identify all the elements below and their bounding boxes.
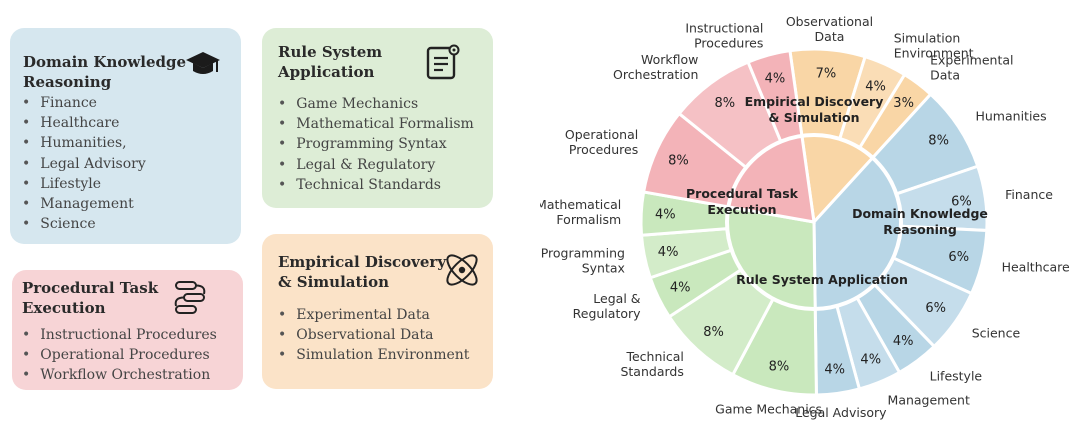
list-item: Humanities, (22, 133, 146, 153)
domain-knowledge-card: Domain Knowledge Reasoning FinanceHealth… (10, 28, 241, 244)
segment-percent: 4% (765, 71, 786, 86)
procedural-subcategory-list: Instructional ProceduresOperational Proc… (22, 325, 217, 386)
card-title: Rule System Application (278, 43, 383, 81)
segment-label: Procedures (694, 35, 763, 50)
segment-label: Programming (541, 245, 625, 260)
segment-percent: 8% (928, 133, 949, 148)
segment-percent: 8% (714, 96, 735, 111)
procedural-task-card: Procedural Task Execution Instructional … (12, 270, 243, 390)
segment-label: Healthcare (1002, 259, 1070, 274)
list-item: Science (22, 214, 146, 234)
domain-subcategory-list: FinanceHealthcareHumanities,Legal Adviso… (22, 93, 146, 234)
segment-label: Operational (565, 127, 638, 142)
segment-label: Experimental (930, 52, 1013, 67)
segment-label: Orchestration (613, 67, 698, 82)
category-label: Domain Knowledge (852, 206, 988, 221)
segment-label: Regulatory (573, 306, 641, 321)
card-title: Procedural Task Execution (22, 279, 159, 317)
list-item: Mathematical Formalism (278, 114, 474, 134)
segment-percent: 8% (769, 360, 790, 375)
segment-label: Instructional (685, 20, 763, 35)
list-item: Observational Data (278, 325, 469, 345)
segment-label: Data (930, 67, 960, 82)
segment-percent: 7% (816, 67, 837, 82)
category-label: Rule System Application (736, 272, 908, 287)
list-item: Lifestyle (22, 174, 146, 194)
segment-percent: 4% (658, 245, 679, 260)
segment-percent: 4% (824, 362, 845, 377)
segment-label: Legal & (593, 291, 640, 306)
list-item: Healthcare (22, 113, 146, 133)
card-title: Empirical Discovery & Simulation (278, 253, 447, 291)
category-label: Execution (707, 202, 776, 217)
segment-label: Management (888, 392, 970, 407)
segment-label: Mathematical (540, 197, 621, 212)
segment-label: Syntax (582, 260, 625, 275)
segment-percent: 4% (655, 208, 676, 223)
segment-percent: 3% (893, 96, 914, 111)
segment-label: Simulation (894, 31, 961, 46)
segment-label: Data (815, 29, 845, 44)
document-gear-icon (426, 44, 460, 80)
atom-icon (446, 254, 478, 286)
segment-label: Legal Advisory (795, 405, 887, 420)
empirical-subcategory-list: Experimental DataObservational DataSimul… (278, 305, 469, 366)
rule-system-card: Rule System Application Game MechanicsMa… (262, 28, 493, 208)
segment-percent: 4% (860, 353, 881, 368)
list-item: Technical Standards (278, 175, 474, 195)
segment-percent: 4% (893, 334, 914, 349)
graduation-cap-icon (186, 52, 220, 74)
segment-label: Environment (894, 46, 974, 61)
chart-labels: 7%ObservationalData4%SimulationEnvironme… (540, 14, 1070, 420)
segment-label: Observational (786, 14, 873, 29)
segment-percent: 4% (670, 280, 691, 295)
list-item: Game Mechanics (278, 94, 474, 114)
list-item: Management (22, 194, 146, 214)
list-item: Legal & Regulatory (278, 155, 474, 175)
card-title: Domain Knowledge Reasoning (23, 53, 187, 91)
segment-label: Game Mechanics (715, 402, 822, 417)
empirical-discovery-card: Empirical Discovery & Simulation Experim… (262, 234, 493, 389)
list-item: Legal Advisory (22, 154, 146, 174)
sunburst-chart: 7%ObservationalData4%SimulationEnvironme… (540, 14, 1070, 420)
segment-label: Science (972, 325, 1021, 340)
workflow-icon (174, 281, 206, 314)
category-label: Empirical Discovery (745, 94, 884, 109)
segment-label: Lifestyle (930, 369, 983, 384)
list-item: Programming Syntax (278, 134, 474, 154)
list-item: Simulation Environment (278, 345, 469, 365)
list-item: Operational Procedures (22, 345, 217, 365)
segment-label: Technical (625, 349, 683, 364)
segment-label: Procedures (569, 142, 638, 157)
segment-label: Formalism (556, 212, 621, 227)
segment-label: Workflow (641, 52, 698, 67)
category-label: Procedural Task (686, 186, 799, 201)
list-item: Instructional Procedures (22, 325, 217, 345)
segment-label: Humanities (975, 108, 1046, 123)
segment-percent: 6% (948, 250, 969, 265)
segment-label: Finance (1005, 187, 1053, 202)
category-label: & Simulation (769, 110, 860, 125)
segment-percent: 6% (925, 301, 946, 316)
ring-separator (725, 133, 903, 311)
rule-subcategory-list: Game MechanicsMathematical FormalismProg… (278, 94, 474, 195)
segment-percent: 4% (865, 79, 886, 94)
inner-ring (725, 133, 903, 311)
list-item: Workflow Orchestration (22, 365, 217, 385)
list-item: Experimental Data (278, 305, 469, 325)
list-item: Finance (22, 93, 146, 113)
category-label: Reasoning (883, 222, 957, 237)
segment-percent: 6% (951, 194, 972, 209)
segment-label: Standards (620, 364, 683, 379)
segment-percent: 8% (668, 153, 689, 168)
segment-percent: 8% (703, 325, 724, 340)
